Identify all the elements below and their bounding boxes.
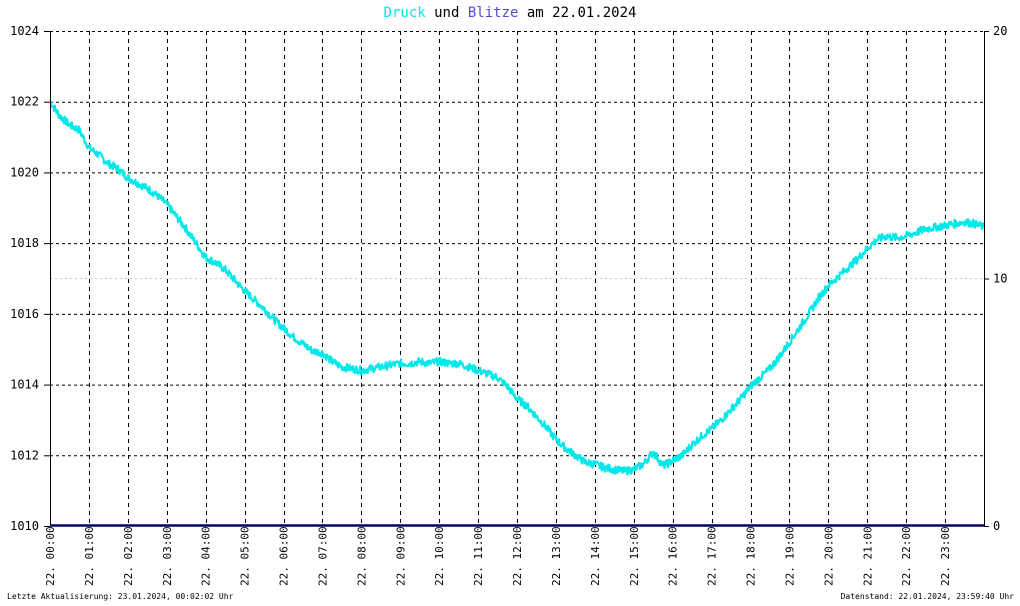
x-tick-label-8: 22. 08:00 (355, 526, 368, 586)
x-tick-label-6: 22. 06:00 (278, 526, 291, 586)
grid (50, 31, 984, 526)
x-tick-label-15: 22. 15:00 (628, 526, 641, 586)
x-tick-label-23: 22. 23:00 (939, 526, 952, 586)
footer-data-status: Datenstand: 22.01.2024, 23:59:40 Uhr (840, 592, 1014, 601)
y-tick-label-1012: 1012 (10, 448, 39, 462)
x-tick-label-19: 22. 19:00 (783, 526, 796, 586)
y2-tick-label-0: 0 (993, 519, 1000, 533)
y-tick-label-1018: 1018 (10, 236, 39, 250)
x-tick-label-18: 22. 18:00 (745, 526, 758, 586)
y-tick-label-1022: 1022 (10, 95, 39, 109)
x-tick-label-21: 22. 21:00 (861, 526, 874, 586)
x-tick-label-16: 22. 16:00 (667, 526, 680, 586)
y2-tick-label-10: 10 (993, 272, 1007, 286)
x-tick-label-4: 22. 04:00 (200, 526, 213, 586)
series (49, 100, 986, 527)
y-tick-label-1010: 1010 (10, 519, 39, 533)
y2-tick-label-20: 20 (993, 24, 1007, 38)
x-tick-label-5: 22. 05:00 (239, 526, 252, 586)
title-blitze: Blitze (467, 5, 519, 21)
y-tick-label-1020: 1020 (10, 165, 39, 179)
y-tick-label-1024: 1024 (10, 24, 39, 38)
x-tick-label-9: 22. 09:00 (394, 526, 407, 586)
x-tick-label-12: 22. 12:00 (511, 526, 524, 586)
title-date: am 22.01.2024 (518, 5, 637, 21)
x-tick-label-10: 22. 10:00 (433, 526, 446, 586)
x-tick-label-7: 22. 07:00 (316, 526, 329, 586)
tick-labels: 101010121014101610181020102210240102022.… (10, 24, 1007, 586)
footer-last-update: Letzte Aktualisierung: 23.01.2024, 00:02… (7, 592, 234, 601)
title-und: und (425, 5, 468, 21)
x-tick-label-1: 22. 01:00 (83, 526, 96, 586)
x-tick-label-2: 22. 02:00 (122, 526, 135, 586)
y-tick-label-1014: 1014 (10, 378, 39, 392)
x-tick-label-11: 22. 11:00 (472, 526, 485, 586)
x-tick-label-20: 22. 20:00 (822, 526, 835, 586)
x-tick-label-0: 22. 00:00 (44, 526, 57, 586)
x-tick-label-13: 22. 13:00 (550, 526, 563, 586)
x-tick-label-17: 22. 17:00 (706, 526, 719, 586)
x-tick-label-3: 22. 03:00 (161, 526, 174, 586)
x-tick-label-14: 22. 14:00 (589, 526, 602, 586)
chart-title: Druck und Blitze am 22.01.2024 (0, 5, 1020, 21)
title-druck: Druck (383, 5, 426, 21)
x-tick-label-22: 22. 22:00 (900, 526, 913, 586)
series-line-druck (49, 100, 986, 476)
y-tick-label-1016: 1016 (10, 307, 39, 321)
